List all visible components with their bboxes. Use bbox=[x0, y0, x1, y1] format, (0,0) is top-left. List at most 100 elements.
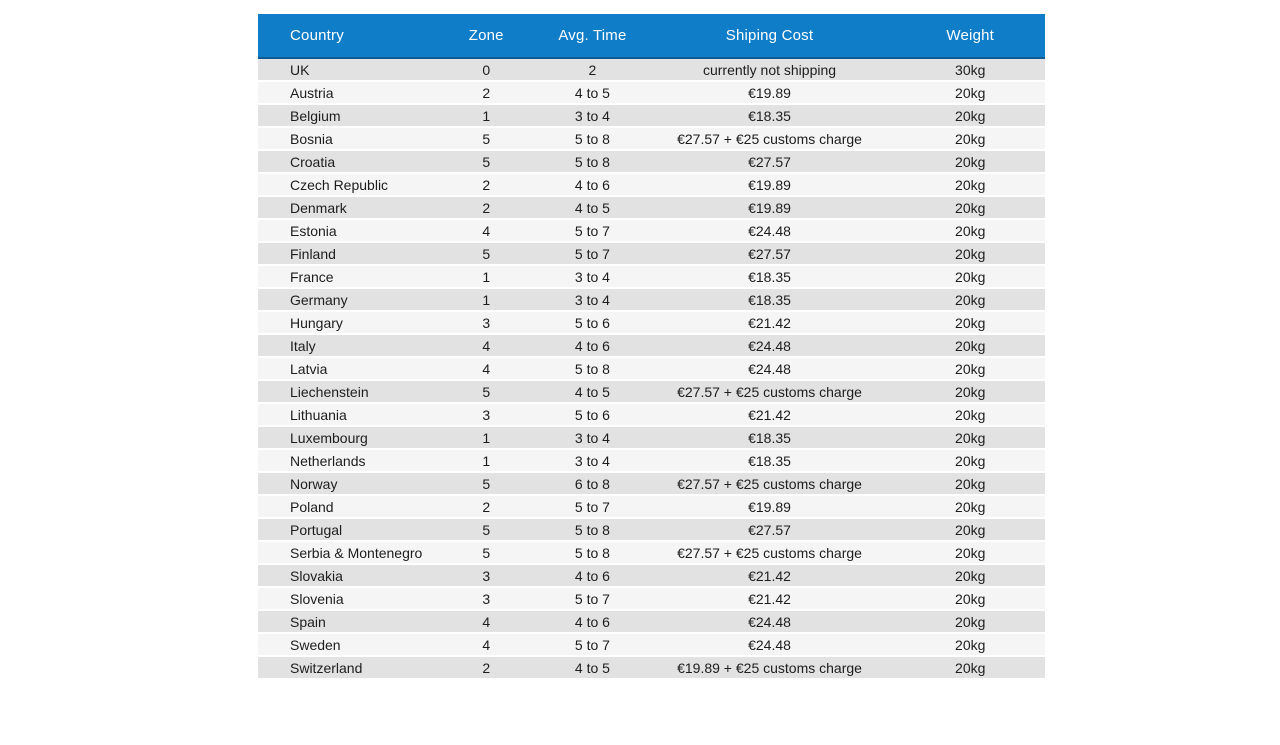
column-header-avg-time: Avg. Time bbox=[541, 14, 644, 59]
table-cell: Bosnia bbox=[258, 127, 432, 151]
table-cell: 1 bbox=[431, 265, 542, 289]
table-cell: €27.57 + €25 customs charge bbox=[643, 541, 896, 565]
table-cell: Portugal bbox=[258, 518, 432, 542]
table-cell: €21.42 bbox=[643, 403, 896, 427]
table-cell: 3 bbox=[431, 311, 542, 335]
table-cell: 5 bbox=[431, 380, 542, 404]
table-cell: 20kg bbox=[895, 81, 1045, 105]
table-cell: 4 bbox=[431, 633, 542, 657]
table-cell: 2 bbox=[431, 81, 542, 105]
table-cell: 4 bbox=[431, 219, 542, 243]
table-cell: 4 to 6 bbox=[541, 334, 644, 358]
table-row: Switzerland 2 4 to 5 €19.89 + €25 customs c… bbox=[258, 656, 1045, 680]
table-cell: 20kg bbox=[895, 587, 1045, 611]
table-cell: Slovenia bbox=[258, 587, 432, 611]
table-cell: 5 to 7 bbox=[541, 495, 644, 519]
table-cell: 5 to 7 bbox=[541, 242, 644, 266]
table-cell: Czech Republic bbox=[258, 173, 432, 197]
table-cell: Switzerland bbox=[258, 656, 432, 680]
table-cell: €24.48 bbox=[643, 610, 896, 634]
table-cell: Serbia & Montenegro bbox=[258, 541, 432, 565]
table-cell: Finland bbox=[258, 242, 432, 266]
table-row: Estonia 4 5 to 7 €24.48 20kg bbox=[258, 219, 1045, 243]
table-cell: Denmark bbox=[258, 196, 432, 220]
table-row: Belgium 1 3 to 4 €18.35 20kg bbox=[258, 104, 1045, 128]
table-body: UK 0 2 currently not shipping 30kg Austria 2 4 … bbox=[258, 58, 1045, 680]
table-cell: 4 bbox=[431, 357, 542, 381]
table-cell: 2 bbox=[541, 58, 644, 82]
table-cell: 5 to 8 bbox=[541, 127, 644, 151]
table-row: Germany 1 3 to 4 €18.35 20kg bbox=[258, 288, 1045, 312]
table-cell: 20kg bbox=[895, 288, 1045, 312]
table-cell: 20kg bbox=[895, 633, 1045, 657]
table-cell: France bbox=[258, 265, 432, 289]
table-cell: 20kg bbox=[895, 403, 1045, 427]
column-header-shiping-cost: Shiping Cost bbox=[643, 14, 896, 59]
table-cell: Norway bbox=[258, 472, 432, 496]
table-cell: 20kg bbox=[895, 127, 1045, 151]
table-cell: 5 to 6 bbox=[541, 311, 644, 335]
column-header-country: Country bbox=[258, 14, 432, 59]
table-row: Austria 2 4 to 5 €19.89 20kg bbox=[258, 81, 1045, 105]
table-cell: Slovakia bbox=[258, 564, 432, 588]
table-cell: 3 bbox=[431, 403, 542, 427]
table-cell: 20kg bbox=[895, 173, 1045, 197]
table-cell: 20kg bbox=[895, 357, 1045, 381]
table-cell: 6 to 8 bbox=[541, 472, 644, 496]
table-cell: 5 to 8 bbox=[541, 541, 644, 565]
table-row: Liechenstein 5 4 to 5 €27.57 + €25 customs … bbox=[258, 380, 1045, 404]
table-cell: 5 to 6 bbox=[541, 403, 644, 427]
table-cell: €24.48 bbox=[643, 633, 896, 657]
table-cell: 5 to 7 bbox=[541, 219, 644, 243]
table-cell: Latvia bbox=[258, 357, 432, 381]
table-cell: 5 to 8 bbox=[541, 518, 644, 542]
table-cell: 5 to 7 bbox=[541, 587, 644, 611]
table-row: Poland 2 5 to 7 €19.89 20kg bbox=[258, 495, 1045, 519]
table-cell: 3 bbox=[431, 564, 542, 588]
column-header-weight: Weight bbox=[895, 14, 1045, 59]
table-cell: 3 to 4 bbox=[541, 265, 644, 289]
table-cell: 1 bbox=[431, 288, 542, 312]
table-cell: €18.35 bbox=[643, 449, 896, 473]
table-cell: 2 bbox=[431, 196, 542, 220]
table-cell: 20kg bbox=[895, 219, 1045, 243]
table-cell: Austria bbox=[258, 81, 432, 105]
table-cell: 20kg bbox=[895, 472, 1045, 496]
table-cell: 3 to 4 bbox=[541, 288, 644, 312]
table-cell: 3 to 4 bbox=[541, 449, 644, 473]
table-cell: Estonia bbox=[258, 219, 432, 243]
table-row: Luxembourg 1 3 to 4 €18.35 20kg bbox=[258, 426, 1045, 450]
table-cell: 2 bbox=[431, 656, 542, 680]
table-cell: 20kg bbox=[895, 495, 1045, 519]
table-row: Lithuania 3 5 to 6 €21.42 20kg bbox=[258, 403, 1045, 427]
table-row: Norway 5 6 to 8 €27.57 + €25 customs charge… bbox=[258, 472, 1045, 496]
table-cell: €21.42 bbox=[643, 587, 896, 611]
table-cell: 20kg bbox=[895, 150, 1045, 174]
table-cell: 5 to 8 bbox=[541, 357, 644, 381]
table-cell: 20kg bbox=[895, 196, 1045, 220]
table-row: Finland 5 5 to 7 €27.57 20kg bbox=[258, 242, 1045, 266]
table-cell: 20kg bbox=[895, 242, 1045, 266]
table-cell: Germany bbox=[258, 288, 432, 312]
table-cell: €24.48 bbox=[643, 357, 896, 381]
table-cell: 20kg bbox=[895, 380, 1045, 404]
table-cell: €19.89 bbox=[643, 173, 896, 197]
table-cell: 3 to 4 bbox=[541, 104, 644, 128]
table-cell: Italy bbox=[258, 334, 432, 358]
table-cell: 1 bbox=[431, 449, 542, 473]
table-row: Hungary 3 5 to 6 €21.42 20kg bbox=[258, 311, 1045, 335]
table-row: Spain 4 4 to 6 €24.48 20kg bbox=[258, 610, 1045, 634]
table-cell: 20kg bbox=[895, 104, 1045, 128]
table-row: Bosnia 5 5 to 8 €27.57 + €25 customs charge… bbox=[258, 127, 1045, 151]
table-row: France 1 3 to 4 €18.35 20kg bbox=[258, 265, 1045, 289]
table-cell: €19.89 + €25 customs charge bbox=[643, 656, 896, 680]
table-cell: €27.57 + €25 customs charge bbox=[643, 472, 896, 496]
table-cell: 5 bbox=[431, 541, 542, 565]
table-cell: 5 bbox=[431, 150, 542, 174]
table-cell: 4 to 5 bbox=[541, 380, 644, 404]
table-header-row: Country Zone Avg. Time Shiping Cost Weight bbox=[258, 14, 1045, 59]
table-cell: 5 bbox=[431, 472, 542, 496]
table-cell: €19.89 bbox=[643, 196, 896, 220]
table-row: UK 0 2 currently not shipping 30kg bbox=[258, 58, 1045, 82]
